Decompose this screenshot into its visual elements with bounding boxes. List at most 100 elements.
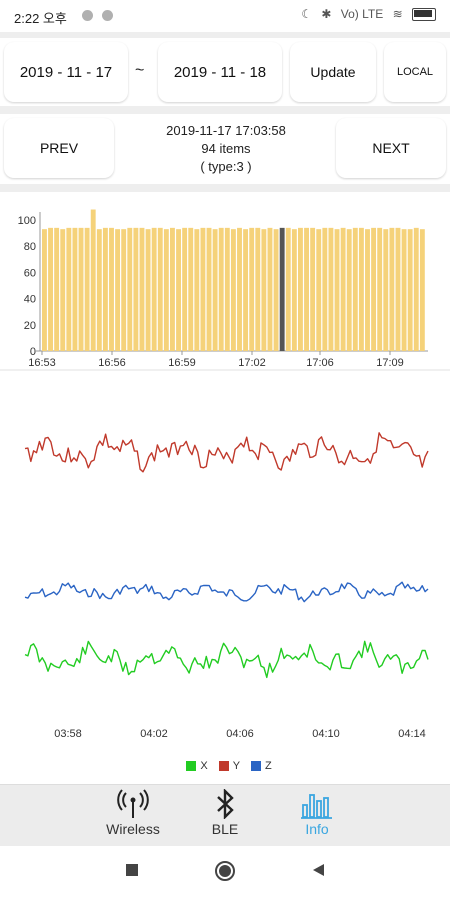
x-tick-label: 04:02 bbox=[140, 728, 168, 740]
legend: X Y Z bbox=[0, 760, 450, 772]
bar bbox=[401, 229, 407, 351]
battery-icon bbox=[412, 8, 436, 22]
update-button[interactable]: Update bbox=[290, 42, 376, 102]
tab-info[interactable]: Info bbox=[262, 789, 372, 837]
bar bbox=[249, 227, 255, 351]
bar bbox=[298, 227, 303, 351]
bar bbox=[316, 229, 322, 351]
x-tick-label: 04:10 bbox=[312, 728, 340, 740]
back-icon[interactable] bbox=[310, 862, 326, 878]
end-date-button[interactable]: 2019 - 11 - 18 bbox=[158, 42, 282, 102]
legend-z-label: Z bbox=[264, 760, 272, 772]
x-tick-label: 17:06 bbox=[306, 357, 334, 369]
series-line-y bbox=[24, 432, 429, 473]
x-tick-label: 17:09 bbox=[376, 357, 404, 369]
next-button[interactable]: NEXT bbox=[336, 118, 446, 178]
bar bbox=[42, 229, 47, 351]
moon-icon: ☾ bbox=[301, 7, 313, 21]
tab-ble[interactable]: BLE bbox=[170, 789, 280, 837]
y-tick-label: 40 bbox=[24, 294, 36, 306]
bar bbox=[218, 227, 224, 351]
record-type: ( type:3 ) bbox=[200, 159, 252, 174]
y-tick-label: 0 bbox=[30, 346, 36, 358]
bar bbox=[109, 227, 114, 351]
bar bbox=[102, 227, 108, 351]
bar bbox=[182, 227, 188, 351]
series-line-x bbox=[24, 640, 429, 679]
bar bbox=[206, 227, 212, 351]
bar bbox=[212, 229, 218, 351]
bar bbox=[255, 227, 261, 351]
bar bbox=[352, 227, 358, 351]
bar bbox=[157, 227, 163, 351]
x-tick-label: 03:58 bbox=[54, 728, 82, 740]
x-tick-label: 16:56 bbox=[98, 357, 126, 369]
bar bbox=[419, 229, 425, 351]
bar bbox=[96, 229, 102, 351]
bottom-tab-bar: Wireless BLE Info bbox=[0, 784, 450, 847]
bar bbox=[389, 227, 395, 351]
legend-y-label: Y bbox=[232, 760, 240, 772]
prev-button[interactable]: PREV bbox=[4, 118, 114, 178]
bar bbox=[377, 227, 383, 351]
bar bbox=[194, 229, 200, 351]
bar bbox=[78, 227, 84, 351]
range-separator: ~ bbox=[135, 62, 145, 79]
bar bbox=[200, 227, 206, 351]
bar bbox=[334, 229, 340, 351]
bar bbox=[224, 227, 230, 351]
bar bbox=[371, 227, 377, 351]
legend-y-swatch bbox=[218, 761, 229, 772]
recent-apps-icon[interactable] bbox=[124, 862, 140, 878]
bar bbox=[230, 229, 236, 351]
signal-text: Vo) LTE bbox=[340, 7, 384, 21]
legend-x-label: X bbox=[200, 760, 208, 772]
legend-x-swatch bbox=[186, 761, 197, 772]
bar bbox=[90, 209, 96, 351]
bar bbox=[127, 227, 133, 351]
record-info: 2019-11-17 17:03:58 94 items ( type:3 ) bbox=[120, 122, 332, 176]
local-button[interactable]: LOCAL bbox=[384, 42, 446, 102]
bar bbox=[310, 227, 316, 351]
bar bbox=[285, 227, 291, 351]
bar bbox=[304, 227, 309, 351]
bar bbox=[273, 229, 279, 351]
bar bbox=[66, 227, 72, 351]
line-chart[interactable]: 03:58 04:02 04:06 04:10 04:14 bbox=[0, 392, 450, 762]
bar bbox=[60, 229, 66, 351]
bar bbox=[365, 229, 370, 351]
status-bar: 2:22 오후 ☾ ✱ Vo) LTE ≋ bbox=[0, 0, 450, 32]
update-label: Update bbox=[310, 64, 356, 80]
tab-wireless[interactable]: Wireless bbox=[78, 789, 188, 837]
start-date-label: 2019 - 11 - 17 bbox=[19, 63, 113, 81]
start-date-button[interactable]: 2019 - 11 - 17 bbox=[4, 42, 128, 102]
system-navigation-bar bbox=[0, 846, 450, 900]
tab-ble-label: BLE bbox=[211, 821, 239, 837]
bar bbox=[54, 227, 60, 351]
prev-label: PREV bbox=[39, 140, 79, 156]
home-icon[interactable] bbox=[214, 860, 236, 882]
antenna-icon bbox=[117, 789, 149, 818]
bar bbox=[358, 227, 364, 351]
x-tick-label: 17:02 bbox=[238, 357, 266, 369]
bar bbox=[237, 227, 242, 351]
notification-icon bbox=[102, 10, 113, 21]
bluetooth-status-icon: ✱ bbox=[321, 7, 332, 21]
chart-area: 0 20 40 60 80 100 16:53 16:56 16:59 17:02 17:06 17:… bbox=[0, 192, 450, 784]
x-tick-label: 16:53 bbox=[28, 357, 56, 369]
bar bbox=[139, 227, 145, 351]
bar bbox=[328, 227, 334, 351]
bar-chart[interactable]: 0 20 40 60 80 100 16:53 16:56 16:59 17:02 17:06 17:… bbox=[0, 192, 450, 372]
status-icons: ☾ ✱ Vo) LTE ≋ bbox=[295, 7, 436, 22]
series-line-z bbox=[24, 581, 429, 603]
record-count: 94 items bbox=[201, 141, 251, 156]
bar bbox=[170, 227, 175, 351]
tab-info-label: Info bbox=[305, 821, 329, 837]
bar bbox=[322, 227, 328, 351]
bar bbox=[346, 229, 352, 351]
bar bbox=[413, 227, 419, 351]
bar bbox=[115, 229, 121, 351]
bar bbox=[133, 227, 139, 351]
bar bbox=[407, 229, 413, 351]
status-time: 2:22 오후 bbox=[14, 11, 67, 26]
